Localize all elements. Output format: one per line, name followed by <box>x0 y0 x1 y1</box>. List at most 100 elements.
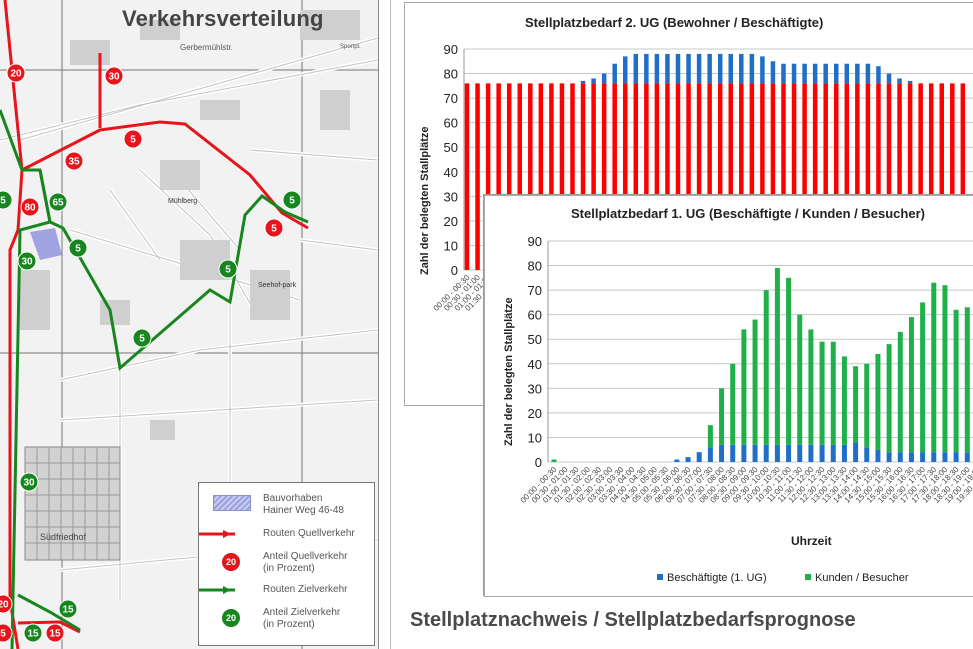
y-tick-label: 20 <box>528 406 542 421</box>
bar-segment <box>953 309 959 453</box>
outbound-share-marker-label: 35 <box>68 157 80 168</box>
bar-segment <box>950 83 955 270</box>
outbound-share-marker-label: 30 <box>108 72 120 83</box>
green-percent-badge: 20 <box>222 609 240 627</box>
bar-segment <box>781 63 786 84</box>
inbound-share-marker <box>132 328 152 348</box>
bar-segment <box>908 317 914 453</box>
chart-title: Stellplatzbedarf 1. UG (Beschäftigte / K… <box>571 206 925 221</box>
legend-swatch <box>805 574 811 580</box>
bar-segment <box>823 63 828 84</box>
outbound-share-marker-label: 5 <box>271 224 277 235</box>
y-tick-label: 70 <box>444 91 458 106</box>
bar-segment <box>908 452 914 462</box>
bar-segment <box>812 83 818 270</box>
bar-segment <box>770 83 776 270</box>
inbound-share-marker <box>19 472 39 492</box>
map-title: Verkehrsverteilung <box>122 6 324 31</box>
y-tick-label: 30 <box>528 381 542 396</box>
bar-segment <box>707 83 712 270</box>
bar-segment <box>741 444 747 462</box>
bar-segment <box>876 66 881 84</box>
bar-segment <box>791 63 797 84</box>
bar-segment <box>464 83 470 270</box>
bar-segment <box>855 83 860 270</box>
bar-segment <box>819 341 825 445</box>
bar-segment <box>696 83 702 270</box>
bar-segment <box>960 83 966 270</box>
bar-segment <box>719 388 725 445</box>
bar-segment <box>875 353 881 450</box>
inbound-share-marker <box>218 259 238 279</box>
bar-segment <box>549 83 554 270</box>
y-tick-label: 70 <box>528 283 542 298</box>
bar-segment <box>475 83 480 270</box>
outbound-share-marker <box>6 63 26 83</box>
building-block <box>250 270 290 320</box>
bar-segment <box>633 83 639 270</box>
y-tick-label: 60 <box>444 116 458 131</box>
bar-segment <box>886 344 892 453</box>
outbound-share-marker <box>104 66 124 86</box>
bar-segment <box>844 83 850 270</box>
inbound-share-marker <box>0 190 13 210</box>
building-block <box>70 40 110 65</box>
traffic-distribution-map: Südfriedhof Mühlberg Seehof-park Gerbermühl… <box>0 0 379 649</box>
bar-segment <box>580 80 586 84</box>
building-block <box>100 300 130 325</box>
panel-divider <box>390 0 391 649</box>
y-tick-label: 80 <box>444 67 458 82</box>
y-tick-label: 10 <box>444 238 458 253</box>
outbound-share-marker <box>45 623 65 643</box>
bar-segment <box>601 83 607 270</box>
bar-segment <box>939 83 944 270</box>
bar-segment <box>907 83 913 270</box>
outbound-share-marker <box>20 197 40 217</box>
page-caption: Stellplatznachweis / Stellplatzbedarfspr… <box>410 609 856 631</box>
inbound-share-marker <box>23 623 43 643</box>
legend-item-green-share: 20 Anteil Zielverkehr (in Prozent) <box>199 605 374 633</box>
inbound-share-marker <box>17 251 37 271</box>
inbound-share-marker-label: 15 <box>27 629 39 640</box>
bar-segment <box>760 83 765 270</box>
bar-segment <box>786 277 792 445</box>
bar-segment <box>739 83 744 270</box>
bar-segment <box>791 83 797 270</box>
bar-segment <box>707 425 713 448</box>
bar-segment <box>865 83 871 270</box>
legend-label: (in Prozent) <box>263 563 315 574</box>
bar-segment <box>875 449 881 462</box>
street-edge <box>179 179 241 251</box>
bar-segment <box>841 356 847 445</box>
bar-segment <box>717 83 723 270</box>
bar-segment <box>770 61 776 84</box>
street <box>59 328 378 382</box>
legend-label: Bauvorhaben <box>263 493 323 504</box>
bar-segment <box>942 285 948 453</box>
bar-segment <box>823 83 828 270</box>
building-block <box>140 20 180 40</box>
bar-segment <box>674 459 680 462</box>
bar-segment <box>812 63 818 84</box>
bar-segment <box>920 452 926 462</box>
legend-label: Routen Zielverkehr <box>263 584 348 595</box>
outbound-share-marker-label: 15 <box>49 629 61 640</box>
inbound-share-marker-label: 5 <box>139 334 145 345</box>
bar-segment <box>886 452 892 462</box>
inbound-share-marker-label: 65 <box>52 198 64 209</box>
bar-segment <box>665 83 670 270</box>
legend-label: Beschäftigte (1. UG) <box>667 572 767 584</box>
bar-segment <box>865 63 871 84</box>
bar-segment <box>741 329 747 445</box>
bar-segment <box>864 363 870 448</box>
legend-item-employees: Beschäftigte (1. UG) <box>657 572 767 584</box>
outbound-route-line <box>21 120 309 230</box>
bar-segment <box>834 83 839 270</box>
bar-segment <box>897 331 903 453</box>
inbound-share-marker-label: 15 <box>62 605 74 616</box>
bar-segment <box>528 83 533 270</box>
bar-segment <box>931 452 937 462</box>
bar-segment <box>797 314 803 445</box>
inbound-share-marker <box>282 190 302 210</box>
y-tick-label: 50 <box>528 332 542 347</box>
